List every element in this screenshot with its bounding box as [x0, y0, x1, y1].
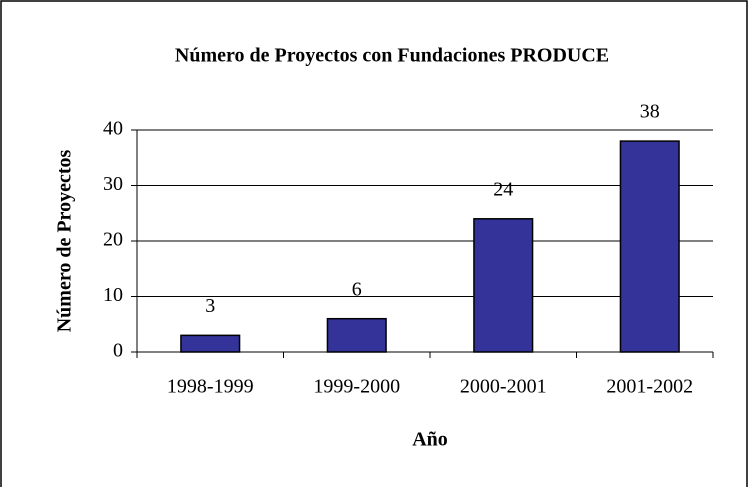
bar: [619, 140, 680, 353]
y-tick-label: 0: [113, 340, 123, 362]
chart-title: Número de Proyectos con Fundaciones PROD…: [175, 45, 609, 67]
y-tick-label: 10: [103, 284, 123, 306]
x-tick-label: 1998-1999: [167, 376, 254, 398]
y-tick-label: 30: [103, 173, 123, 195]
y-tick-label: 40: [103, 118, 123, 140]
bar: [473, 218, 534, 353]
x-tick-label: 2001-2002: [606, 376, 693, 398]
y-axis-label: Número de Proyectos: [54, 150, 76, 333]
data-label: 24: [493, 178, 513, 200]
x-tick-label: 1999-2000: [313, 376, 400, 398]
x-tick-label: 2000-2001: [460, 376, 547, 398]
bar: [326, 317, 387, 353]
x-axis-label: Año: [412, 429, 448, 451]
bar: [180, 334, 241, 353]
data-label: 6: [352, 278, 362, 300]
data-label: 3: [205, 295, 215, 317]
data-label: 38: [640, 101, 660, 123]
y-tick-label: 20: [103, 229, 123, 251]
